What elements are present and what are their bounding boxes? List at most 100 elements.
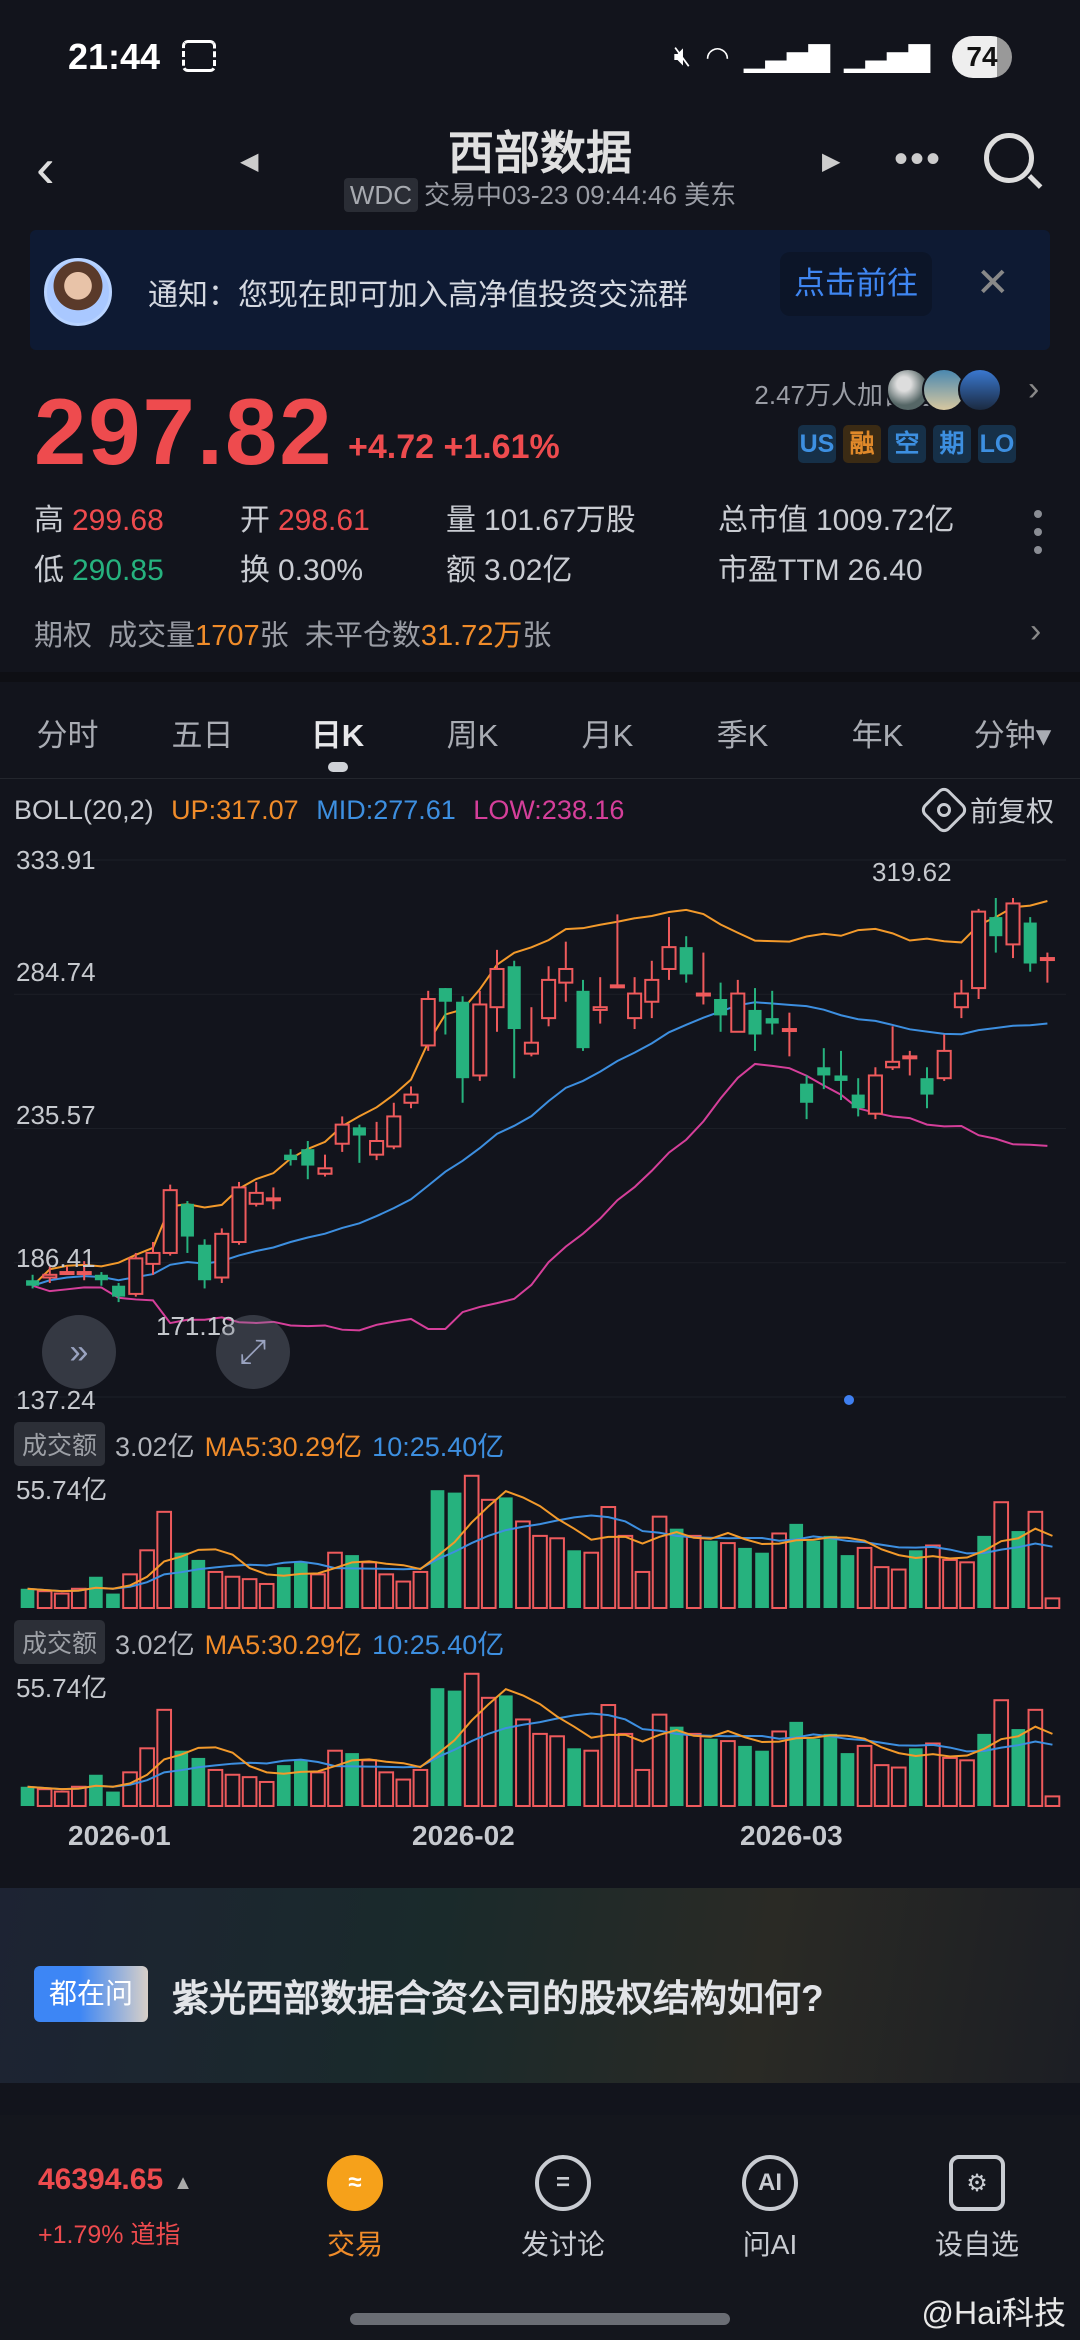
notice-text: 通知：您现在即可加入高净值投资交流群 xyxy=(148,279,688,312)
previous-stock-icon[interactable]: ◀ xyxy=(240,148,259,175)
faq-card[interactable]: 都在问 紫光西部数据合资公司的股权结构如何? xyxy=(0,1888,1080,2083)
clock: 21:44 xyxy=(68,36,161,77)
price-adjust-toggle[interactable]: 前复权 xyxy=(918,784,1054,836)
avatar xyxy=(958,368,1002,412)
stat-volume: 量 101.67万股 xyxy=(446,504,636,537)
mute-icon: 🔇︎ xyxy=(673,40,692,71)
watchlist-settings-icon: ⚙ xyxy=(949,2155,1005,2211)
close-icon[interactable]: ✕ xyxy=(976,261,1010,305)
back-icon[interactable]: ‹ xyxy=(36,136,55,199)
volume-chart[interactable]: 55.74亿 xyxy=(14,1666,1066,1808)
next-stock-icon[interactable]: ▶ xyxy=(822,148,841,175)
watcher-avatars[interactable] xyxy=(886,368,1002,412)
notice-banner: 通知：您现在即可加入高净值投资交流群 点击前往 ✕ xyxy=(30,230,1050,350)
candlestick-svg xyxy=(14,859,1066,1398)
stat-market-cap: 总市值 1009.72亿 xyxy=(718,504,955,537)
status-icons: 🔇︎ ◠ ▁▃▅▇ ▁▃▅▇ xyxy=(674,40,930,73)
chevron-right-icon[interactable]: › xyxy=(1028,370,1040,408)
notice-go-button[interactable]: 点击前往 xyxy=(780,252,932,316)
volume-chart[interactable]: 55.74亿 xyxy=(14,1468,1066,1610)
signal-icon: ▁▃▅▇ xyxy=(843,41,930,72)
more-stats-icon[interactable] xyxy=(1034,510,1042,554)
watermark: @Hai科技 xyxy=(921,2295,1066,2331)
discuss-icon: = xyxy=(535,2155,591,2211)
tab-five-day[interactable]: 五日 xyxy=(171,718,234,753)
boll-legend[interactable]: BOLL(20,2) UP:317.07 MID:277.61 LOW:238.… xyxy=(14,795,625,825)
stat-high: 高 299.68 xyxy=(34,504,164,537)
x-tick: 2026-03 xyxy=(740,1820,843,1851)
nav-ask-ai[interactable]: AI 问AI xyxy=(700,2155,840,2263)
screen-record-icon xyxy=(182,40,216,72)
current-price: 297.82 xyxy=(34,379,334,484)
volume-svg xyxy=(20,1474,1061,1610)
ai-icon: AI xyxy=(742,2155,798,2211)
options-summary[interactable]: 期权 成交量1707张 未平仓数31.72万张 xyxy=(34,620,552,652)
ticker-chip: WDC xyxy=(343,178,418,212)
max-price-annotation: 319.62 xyxy=(872,857,952,887)
search-icon[interactable] xyxy=(984,133,1034,183)
assistant-avatar xyxy=(44,258,112,326)
battery-indicator: 74 xyxy=(952,36,1012,78)
tab-intraday[interactable]: 分时 xyxy=(36,718,99,753)
divider xyxy=(0,672,1080,682)
volume-legend[interactable]: 成交额 3.02亿 MA5:30.29亿 10:25.40亿 xyxy=(14,1620,504,1664)
tab-yearly-k[interactable]: 年K xyxy=(851,718,904,753)
min-price-annotation: 171.18 xyxy=(156,1311,236,1341)
stock-tags: US 融 空 期 LO xyxy=(798,425,1016,463)
tag-margin[interactable]: 融 xyxy=(843,425,881,463)
nav-discuss[interactable]: = 发讨论 xyxy=(493,2155,633,2263)
stat-amount: 额 3.02亿 xyxy=(446,554,573,587)
y-tick: 186.41 xyxy=(16,1243,96,1273)
page-indicator-dot xyxy=(844,1395,854,1405)
price-change: +4.72 +1.61% xyxy=(348,428,560,466)
stat-low: 低 290.85 xyxy=(34,554,164,587)
tab-monthly-k[interactable]: 月K xyxy=(581,718,634,753)
volume-max-label: 55.74亿 xyxy=(16,1475,108,1505)
stat-open: 开 298.61 xyxy=(240,504,370,537)
y-tick: 137.24 xyxy=(16,1385,96,1415)
dow-index-ticker[interactable]: 46394.65 ▲ +1.79% 道指 xyxy=(38,2163,193,2249)
signal-icon: ▁▃▅▇ xyxy=(743,41,830,72)
tag-us[interactable]: US xyxy=(798,425,836,463)
trading-status-text: 交易中03-23 09:44:46 美东 xyxy=(423,180,737,210)
scroll-to-latest-button[interactable]: » xyxy=(42,1315,116,1389)
tag-short[interactable]: 空 xyxy=(888,425,926,463)
bottom-nav: 46394.65 ▲ +1.79% 道指 ≈ 交易 = 发讨论 AI 问AI ⚙ … xyxy=(0,2115,1080,2340)
stat-turnover: 换 0.30% xyxy=(240,554,364,587)
y-tick: 333.91 xyxy=(16,845,96,875)
tag-options[interactable]: 期 xyxy=(933,425,971,463)
y-tick: 284.74 xyxy=(16,957,96,987)
trade-icon: ≈ xyxy=(327,2155,383,2211)
chevron-right-icon[interactable]: › xyxy=(1030,612,1042,650)
home-indicator[interactable] xyxy=(350,2313,730,2325)
wifi-icon: ◠ xyxy=(705,41,730,72)
nav-watchlist-settings[interactable]: ⚙ 设自选 xyxy=(907,2155,1047,2263)
fullscreen-expand-icon[interactable]: ⤢ xyxy=(216,1315,290,1389)
volume-legend[interactable]: 成交额 3.02亿 MA5:30.29亿 10:25.40亿 xyxy=(14,1422,504,1466)
period-tabs: 分时 五日 日K 周K 月K 季K 年K 分钟▾ xyxy=(0,700,1080,780)
settings-hex-icon xyxy=(918,784,970,836)
up-arrow-icon: ▲ xyxy=(173,2172,193,2194)
tab-weekly-k[interactable]: 周K xyxy=(446,718,499,753)
x-tick: 2026-02 xyxy=(412,1820,515,1851)
nav-trade[interactable]: ≈ 交易 xyxy=(285,2155,425,2263)
status-bar: 21:44 🔇︎ ◠ ▁▃▅▇ ▁▃▅▇ 74 xyxy=(0,0,1080,120)
faq-badge: 都在问 xyxy=(34,1966,148,2022)
stat-pe-ttm: 市盈TTM 26.40 xyxy=(718,554,923,587)
divider xyxy=(0,778,1080,779)
faq-question[interactable]: 紫光西部数据合资公司的股权结构如何? xyxy=(172,1978,824,2019)
trading-status: WDC 交易中03-23 09:44:46 美东 xyxy=(0,175,1080,212)
tab-minute-dropdown[interactable]: 分钟▾ xyxy=(973,718,1052,753)
page-title: 西部数据 xyxy=(448,127,632,179)
tab-daily-k[interactable]: 日K xyxy=(270,700,405,780)
volume-svg xyxy=(20,1672,1061,1808)
tag-lo[interactable]: LO xyxy=(978,425,1016,463)
candlestick-chart[interactable]: 333.91 284.74 235.57 186.41 137.24 319.6… xyxy=(14,845,1066,1415)
x-tick: 2026-01 xyxy=(68,1820,171,1851)
y-tick: 235.57 xyxy=(16,1100,96,1130)
volume-max-label: 55.74亿 xyxy=(16,1673,108,1703)
more-icon[interactable]: ••• xyxy=(894,137,943,181)
stock-header: ‹ ◀ 西部数据 WDC 交易中03-23 09:44:46 美东 ▶ ••• xyxy=(0,115,1080,225)
tab-quarterly-k[interactable]: 季K xyxy=(716,718,769,753)
